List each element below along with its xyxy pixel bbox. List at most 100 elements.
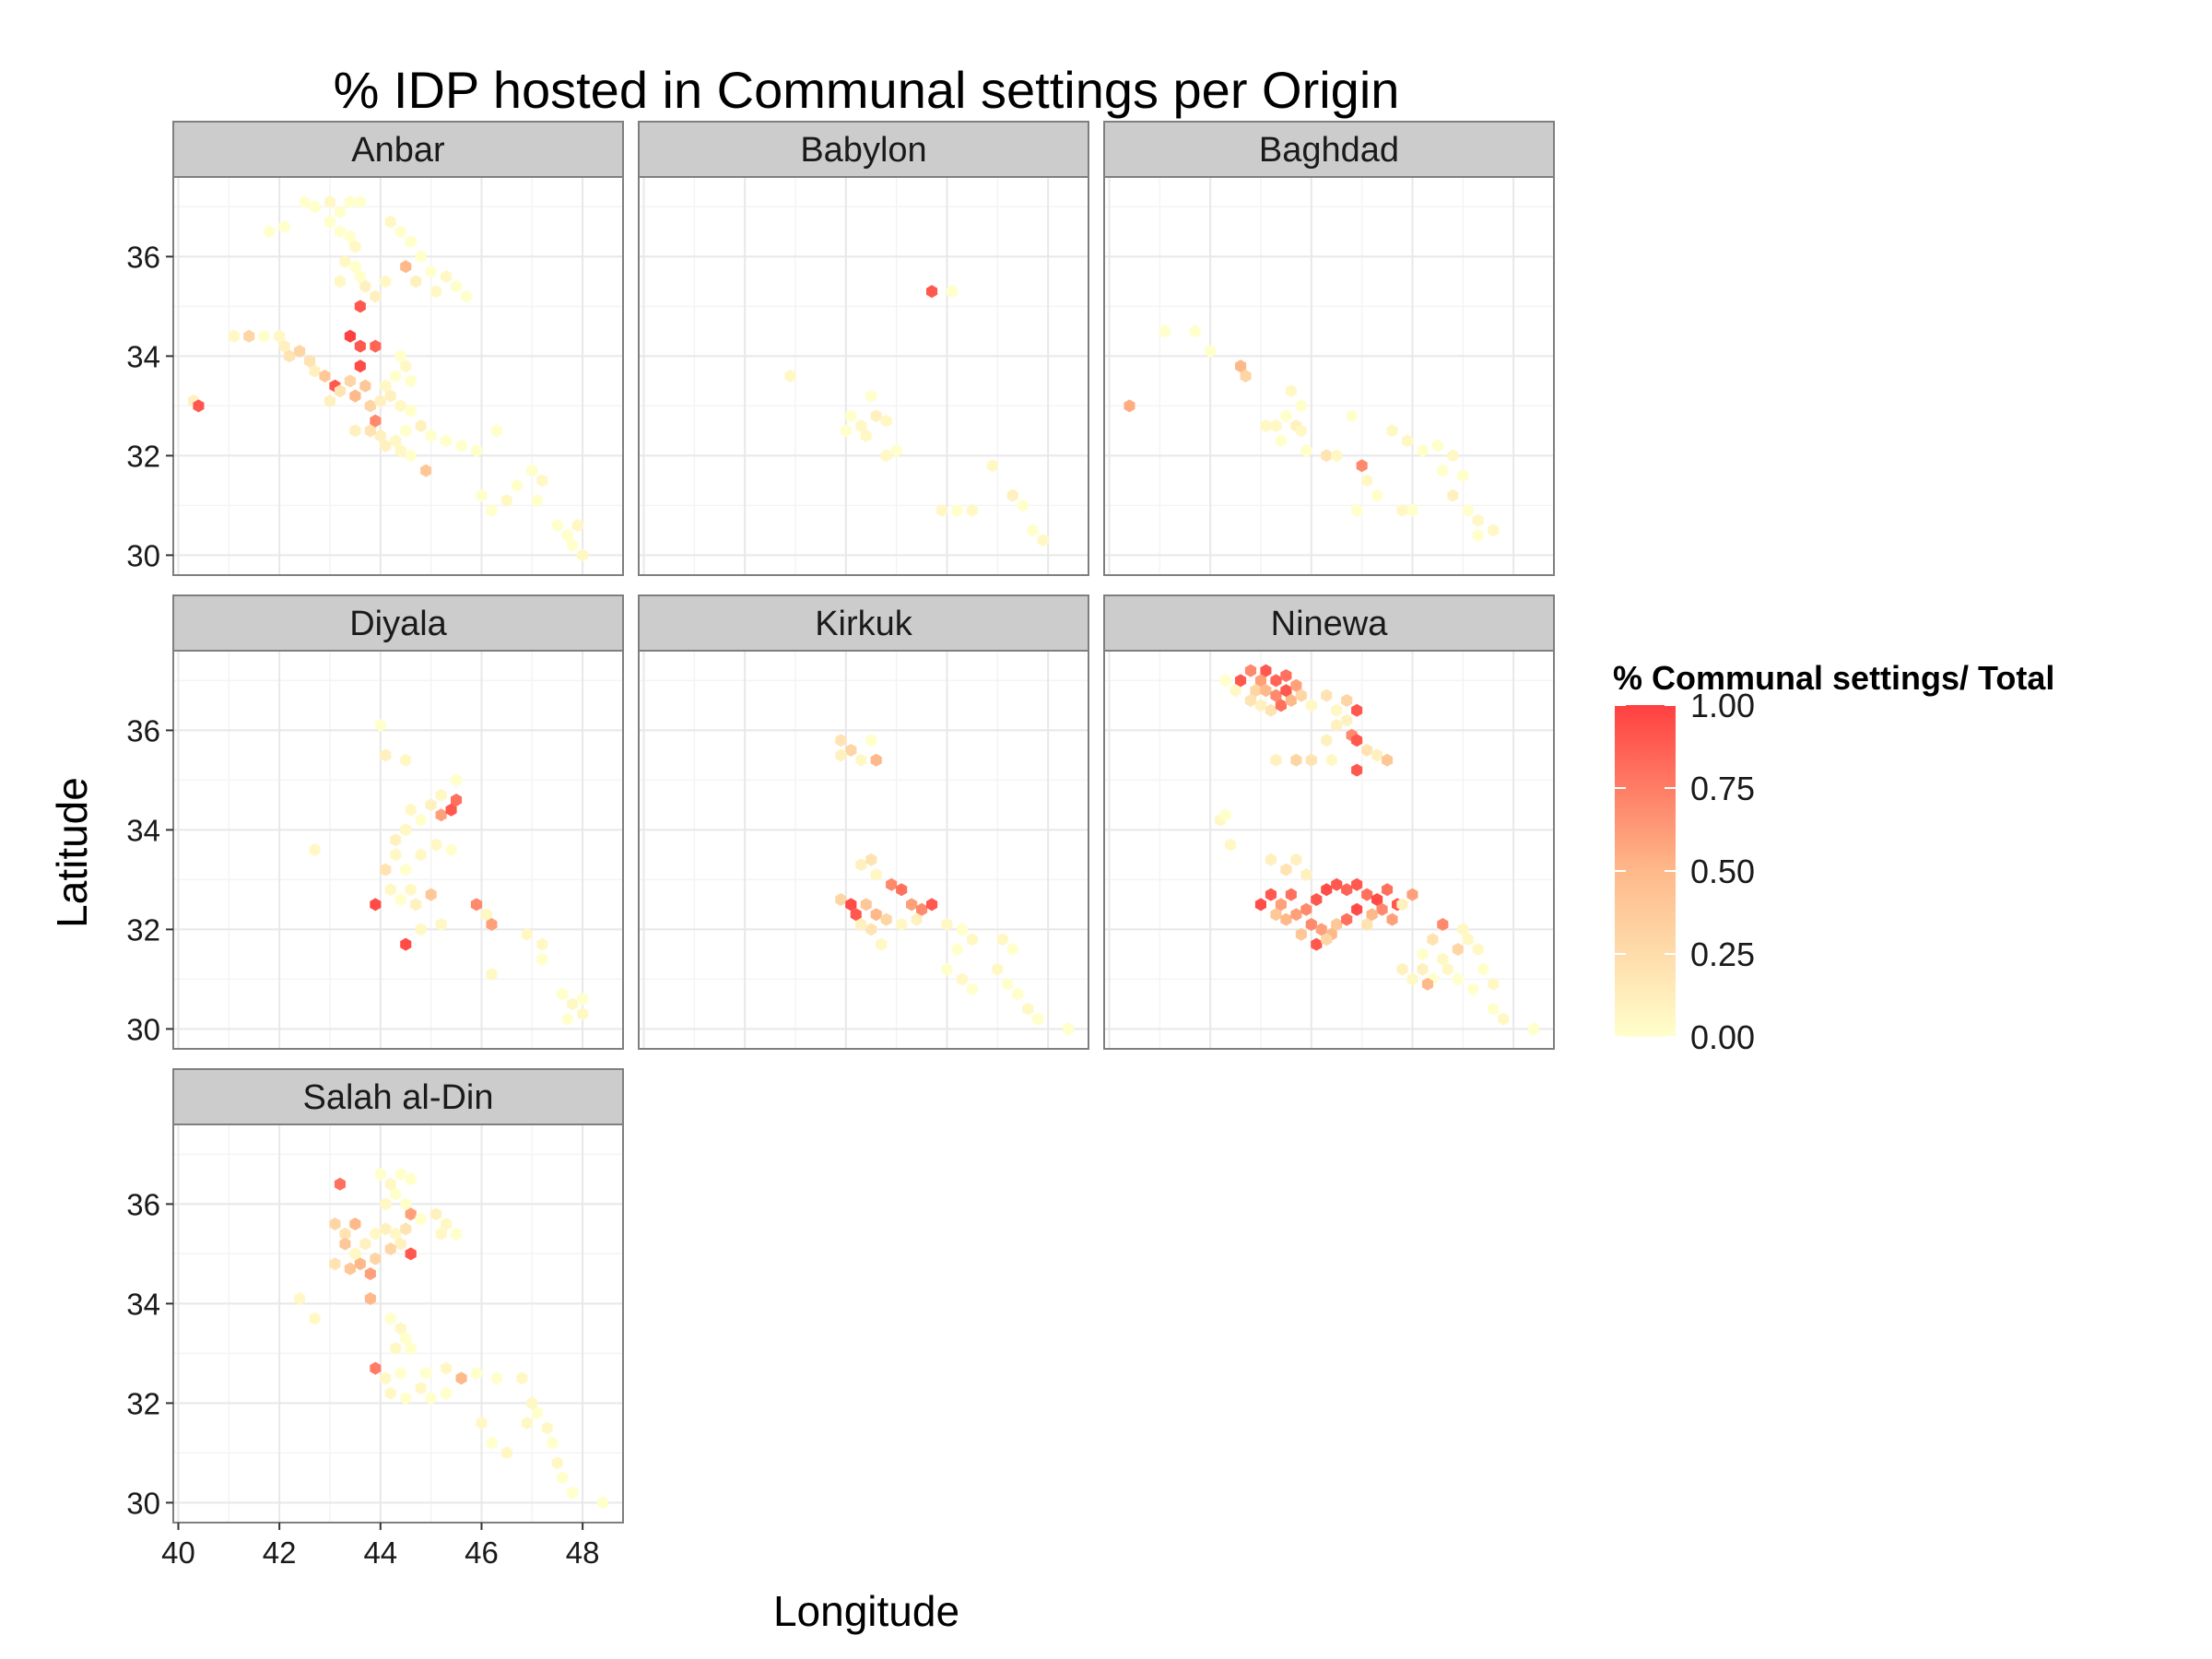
hex-bin <box>1331 918 1343 931</box>
hex-bin <box>344 374 356 388</box>
hex-bin <box>1275 434 1287 448</box>
hex-bin <box>1305 753 1317 767</box>
hex-bin <box>1321 449 1333 463</box>
hex-bin <box>441 1386 453 1400</box>
hex-bin <box>1361 918 1373 931</box>
facet-strip <box>1103 121 1555 178</box>
hex-bin <box>1361 744 1373 757</box>
hex-bin <box>1265 888 1277 901</box>
hex-bin <box>1295 927 1307 941</box>
hex-bin <box>370 1361 382 1375</box>
hex-bin <box>476 1417 488 1430</box>
hex-bin <box>264 225 276 239</box>
hex-bin <box>394 399 406 413</box>
hex-bin <box>334 384 346 398</box>
hex-bin <box>784 370 796 382</box>
hex-bin <box>1401 434 1414 448</box>
legend-label: 0.25 <box>1690 935 1755 973</box>
hex-bin <box>1341 912 1353 926</box>
hex-bin <box>1230 684 1241 698</box>
hex-bin <box>451 794 463 806</box>
hex-bin <box>476 488 488 502</box>
hex-bin <box>380 439 392 453</box>
hex-bin <box>1386 912 1398 926</box>
hex-bin <box>329 1257 341 1271</box>
hex-bin <box>490 424 502 438</box>
hex-bin <box>374 719 386 732</box>
hex-bin <box>1437 918 1449 931</box>
hex-bin <box>1321 688 1333 702</box>
panel-background <box>639 651 1088 1049</box>
hex-bin <box>344 229 356 243</box>
hex-bin <box>1290 753 1302 767</box>
hex-bin <box>384 389 396 403</box>
panel-border <box>638 176 1089 576</box>
hex-bin <box>390 848 402 862</box>
hex-bin <box>400 1392 412 1405</box>
facet-strip <box>172 121 624 178</box>
hex-bin <box>1250 684 1262 698</box>
hex-bin <box>445 843 457 856</box>
hex-bin <box>1462 933 1474 947</box>
hex-bin <box>567 997 579 1011</box>
hex-bin <box>855 419 867 432</box>
hex-bin <box>1300 868 1312 881</box>
hex-bin <box>1063 1022 1075 1036</box>
hex-bin <box>451 773 463 787</box>
hex-bin <box>349 1247 361 1261</box>
hex-bin <box>1290 853 1302 866</box>
hex-bin <box>470 1367 483 1380</box>
hex-bin <box>1437 464 1449 477</box>
hex-bin <box>1032 1012 1044 1026</box>
y-tick-label: 32 <box>126 1386 160 1420</box>
hex-bin <box>415 923 427 936</box>
hex-bin <box>1265 853 1277 866</box>
hex-bin <box>405 803 417 817</box>
y-tick-label: 36 <box>126 713 160 747</box>
facet-panel-baghdad: Baghdad <box>1103 121 1555 576</box>
hex-bin <box>380 863 392 877</box>
hex-bin <box>1528 1022 1540 1036</box>
facet-strip <box>638 594 1089 652</box>
hex-bin <box>1280 912 1292 926</box>
hex-bin <box>1371 893 1383 906</box>
hex-bin <box>1311 893 1323 906</box>
hex-bin <box>1351 902 1363 916</box>
hex-bin <box>415 813 427 827</box>
hex-bin <box>1280 684 1292 698</box>
hex-bin <box>536 474 548 488</box>
hex-bin <box>536 937 548 951</box>
hex-bin <box>1270 753 1282 767</box>
hex-bin <box>1356 459 1368 473</box>
hex-bin <box>1290 678 1302 692</box>
hex-bin <box>1311 937 1323 951</box>
hex-bin <box>1244 694 1257 707</box>
y-tick-label: 30 <box>126 1486 160 1520</box>
hex-bin <box>304 354 316 368</box>
legend-label: 0.50 <box>1690 853 1755 890</box>
hex-bin <box>410 275 422 288</box>
hex-bin <box>344 1262 356 1276</box>
hex-bin <box>1331 449 1343 463</box>
y-tick-label: 30 <box>126 1012 160 1046</box>
hex-bin <box>374 394 386 407</box>
hex-bin <box>855 753 867 767</box>
hex-bin <box>526 1396 538 1410</box>
hex-bin <box>1488 977 1500 991</box>
x-tick-label: 44 <box>363 1535 397 1570</box>
hex-bin <box>571 519 583 532</box>
hex-bin <box>228 329 240 343</box>
hex-bin <box>420 1367 432 1380</box>
facet-strip-label: Anbar <box>351 131 445 170</box>
panel-border <box>1103 176 1555 576</box>
hex-bin <box>425 265 437 278</box>
hex-bin <box>354 339 366 353</box>
hex-bin <box>394 349 406 363</box>
hex-bin <box>906 898 918 912</box>
hex-bin <box>370 1227 382 1241</box>
hex-bin <box>1022 1002 1034 1016</box>
hex-bin <box>870 868 882 881</box>
hex-bin <box>531 494 543 507</box>
legend-label: 0.75 <box>1690 770 1755 807</box>
hex-bin <box>284 349 296 363</box>
